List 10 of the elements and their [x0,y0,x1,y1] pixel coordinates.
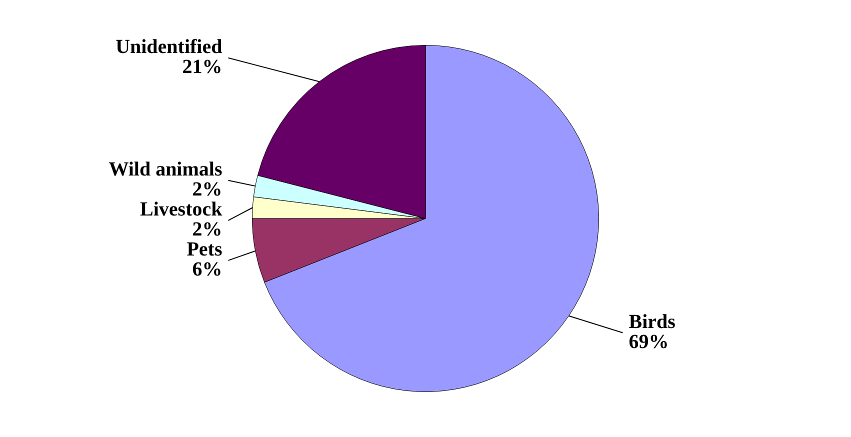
data-label: 69% [628,330,669,353]
slice-label: Pets [186,238,222,261]
data-label: 6% [192,258,222,281]
data-label: 2% [192,218,222,241]
slice-label: Livestock [140,198,224,221]
slice-label: Unidentified [116,36,222,58]
data-label: 21% [182,56,222,78]
slice-label: Birds [628,310,676,333]
data-label: 2% [192,178,222,201]
slice-label: Wild animals [108,158,222,181]
